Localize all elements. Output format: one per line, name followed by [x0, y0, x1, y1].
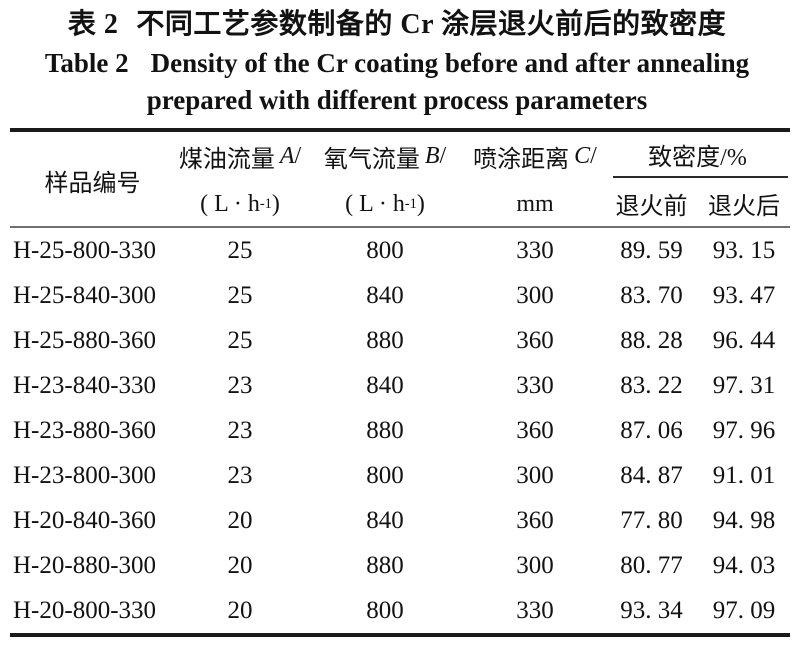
cell-oxygen-flow: 840 [366, 281, 404, 309]
cell-sample-id: H-25-800-330 [13, 236, 157, 264]
header-kerosene-flow-label: 煤油流量 A / [178, 142, 302, 173]
table-row: H-23-840-330 23 840 330 83. 22 97. 31 [10, 363, 790, 408]
cell-oxygen-flow: 800 [366, 461, 404, 489]
header-kerosene-flow: 煤油流量 A / ( L · h -1 ) [175, 132, 305, 228]
cell-density-before: 83. 70 [620, 281, 683, 309]
cell-kerosene-flow: 20 [227, 506, 253, 534]
cell-oxygen-flow: 840 [366, 506, 404, 534]
cell-oxygen-flow: 880 [366, 551, 404, 579]
cell-density-after: 93. 15 [712, 236, 776, 264]
cell-density-before: 89. 59 [620, 236, 683, 264]
caption-zh-text: 不同工艺参数制备的 Cr 涂层退火前后的致密度 [136, 9, 727, 40]
density-group-divider [613, 176, 788, 178]
header-sample-id: 样品编号 [44, 170, 141, 197]
cell-density-before: 83. 22 [620, 371, 683, 399]
cell-oxygen-flow: 880 [366, 326, 404, 354]
cell-kerosene-flow: 25 [227, 281, 253, 309]
header-spray-distance-label: 喷涂距离 C / [473, 142, 597, 173]
cell-oxygen-flow: 880 [366, 416, 404, 444]
table-row: H-23-800-300 23 800 300 84. 87 91. 01 [10, 453, 790, 498]
cell-spray-distance: 360 [516, 506, 554, 534]
cell-kerosene-flow: 23 [227, 371, 253, 399]
table-row: H-25-800-330 25 800 330 89. 59 93. 15 [10, 228, 790, 273]
table-row: H-25-880-360 25 880 360 88. 28 96. 44 [10, 318, 790, 363]
cell-spray-distance: 300 [516, 551, 554, 579]
cell-oxygen-flow: 800 [366, 236, 404, 264]
cell-density-before: 77. 80 [620, 506, 683, 534]
cell-density-before: 84. 87 [620, 461, 683, 489]
cell-density-after: 94. 98 [712, 506, 776, 534]
table-header: 样品编号 煤油流量 A / ( L · h -1 ) 氧气流量 B / ( L · h -1… [10, 132, 790, 228]
cell-sample-id: H-23-840-330 [13, 371, 157, 399]
cell-spray-distance: 330 [516, 371, 554, 399]
variable-b: B [424, 142, 440, 169]
cell-kerosene-flow: 25 [227, 236, 253, 264]
cell-spray-distance: 330 [516, 236, 554, 264]
cell-density-before: 87. 06 [620, 416, 683, 444]
header-kerosene-flow-unit: ( L · h -1 ) [200, 190, 280, 217]
cell-density-after: 94. 03 [712, 551, 776, 579]
cell-spray-distance: 300 [516, 461, 554, 489]
header-density-group: 致密度/% 退火前 退火后 [605, 132, 790, 228]
cell-density-after: 97. 96 [712, 416, 776, 444]
cell-density-after: 91. 01 [712, 461, 776, 489]
variable-c: C [574, 142, 591, 169]
table-row: H-20-800-330 20 800 330 93. 34 97. 09 [10, 588, 790, 633]
cell-sample-id: H-23-800-300 [13, 461, 157, 489]
caption-zh-label: 表 2 [67, 9, 119, 40]
caption-en-text: Density of the Cr coating before and aft… [150, 48, 750, 78]
header-oxygen-flow-unit: ( L · h -1 ) [345, 190, 425, 217]
table-row: H-20-840-360 20 840 360 77. 80 94. 98 [10, 498, 790, 543]
cell-sample-id: H-20-840-360 [13, 506, 157, 534]
header-before-annealing: 退火前 [615, 193, 688, 220]
cell-kerosene-flow: 23 [227, 461, 253, 489]
header-density-label: 致密度/% [648, 144, 747, 171]
cell-sample-id: H-20-800-330 [13, 596, 157, 624]
cell-density-before: 88. 28 [620, 326, 683, 354]
cell-density-after: 96. 44 [712, 326, 776, 354]
cell-kerosene-flow: 25 [227, 326, 253, 354]
table-row: H-25-840-300 25 840 300 83. 70 93. 47 [10, 273, 790, 318]
table-caption-en-line2: prepared with different process paramete… [146, 85, 648, 115]
cell-kerosene-flow: 23 [227, 416, 253, 444]
cell-spray-distance: 360 [516, 416, 554, 444]
cell-density-before: 80. 77 [620, 551, 683, 579]
density-table: 样品编号 煤油流量 A / ( L · h -1 ) 氧气流量 B / ( L · h -1… [10, 128, 790, 637]
cell-density-after: 97. 31 [712, 371, 776, 399]
cell-sample-id: H-23-880-360 [13, 416, 157, 444]
cell-kerosene-flow: 20 [227, 596, 253, 624]
table-row: H-20-880-300 20 880 300 80. 77 94. 03 [10, 543, 790, 588]
caption-en-label: Table 2 [44, 48, 129, 78]
table-body: H-25-800-330 25 800 330 89. 59 93. 15 H-… [10, 228, 790, 633]
cell-spray-distance: 360 [516, 326, 554, 354]
table-caption-zh: 表 2 不同工艺参数制备的 Cr 涂层退火前后的致密度 [0, 5, 794, 45]
cell-oxygen-flow: 800 [366, 596, 404, 624]
cell-sample-id: H-25-840-300 [13, 281, 157, 309]
variable-a: A [279, 142, 295, 169]
table-row: H-23-880-360 23 880 360 87. 06 97. 96 [10, 408, 790, 453]
cell-oxygen-flow: 840 [366, 371, 404, 399]
cell-density-before: 93. 34 [620, 596, 683, 624]
header-oxygen-flow-label: 氧气流量 B / [323, 142, 447, 173]
table-caption-en-line1: Table 2 Density of the Cr coating before … [0, 45, 794, 82]
header-density-subheader: 退火前 退火后 [605, 178, 790, 228]
cell-density-after: 93. 47 [712, 281, 776, 309]
header-spray-distance: 喷涂距离 C / mm [465, 132, 605, 228]
cell-density-after: 97. 09 [712, 596, 776, 624]
cell-spray-distance: 330 [516, 596, 554, 624]
header-oxygen-flow: 氧气流量 B / ( L · h -1 ) [305, 132, 465, 228]
cell-kerosene-flow: 20 [227, 551, 253, 579]
header-after-annealing: 退火后 [708, 193, 780, 220]
header-spray-distance-unit: mm [516, 190, 554, 217]
cell-spray-distance: 300 [516, 281, 554, 309]
table-captions: 表 2 不同工艺参数制备的 Cr 涂层退火前后的致密度 Table 2 Densit… [0, 0, 794, 118]
cell-sample-id: H-25-880-360 [13, 326, 157, 354]
cell-sample-id: H-20-880-300 [13, 551, 157, 579]
